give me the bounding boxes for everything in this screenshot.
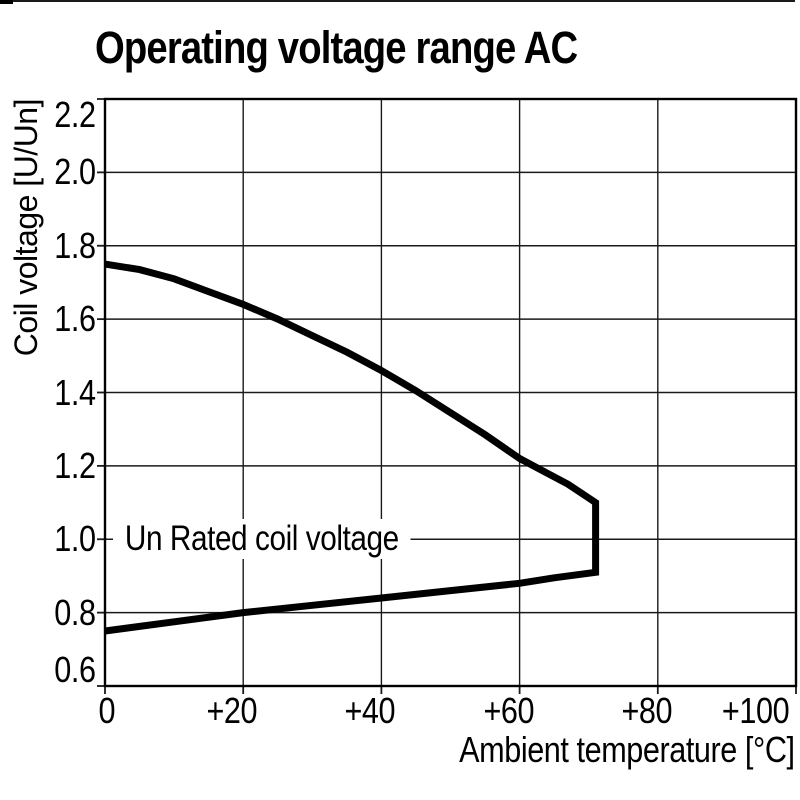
- chart-title: Operating voltage range AC: [95, 22, 578, 73]
- x-tick-label: +20: [206, 690, 258, 731]
- top-border-artifact: [13, 0, 795, 2]
- y-tick-label: 1.0: [54, 518, 96, 560]
- y-tick-label: 1.2: [54, 444, 96, 486]
- x-tick-label: +60: [483, 690, 534, 731]
- y-tick-label: 2.2: [54, 94, 96, 135]
- x-axis-title: Ambient temperature [°C]: [459, 729, 796, 770]
- y-tick-label: 2.0: [54, 151, 96, 193]
- x-tick-label: +40: [344, 690, 396, 731]
- operating-voltage-envelope: [104, 260, 600, 635]
- rated-voltage-annotation: Un Rated coil voltage: [113, 519, 411, 559]
- y-tick-label: 1.6: [54, 298, 96, 340]
- top-border-chip: [0, 0, 13, 4]
- y-tick-label: 1.4: [54, 371, 96, 413]
- y-tick-label: 0.6: [54, 649, 96, 690]
- x-tick-label: 0: [98, 690, 116, 731]
- y-tick-label: 0.8: [54, 591, 96, 633]
- x-tick-label: +100: [721, 690, 790, 731]
- plot-border: [103, 97, 798, 688]
- x-tick-label: +80: [621, 690, 672, 731]
- y-tick-label: 1.8: [54, 224, 96, 266]
